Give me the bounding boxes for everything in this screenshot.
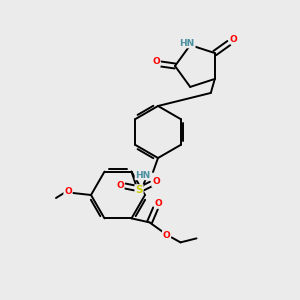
Text: O: O (152, 178, 160, 187)
Text: O: O (154, 199, 162, 208)
Text: S: S (135, 185, 143, 195)
Text: HN: HN (180, 39, 195, 48)
Text: O: O (64, 188, 72, 196)
Text: O: O (152, 58, 160, 67)
Text: O: O (163, 231, 170, 240)
Text: O: O (230, 34, 238, 43)
Text: O: O (116, 181, 124, 190)
Text: HN: HN (135, 170, 151, 179)
